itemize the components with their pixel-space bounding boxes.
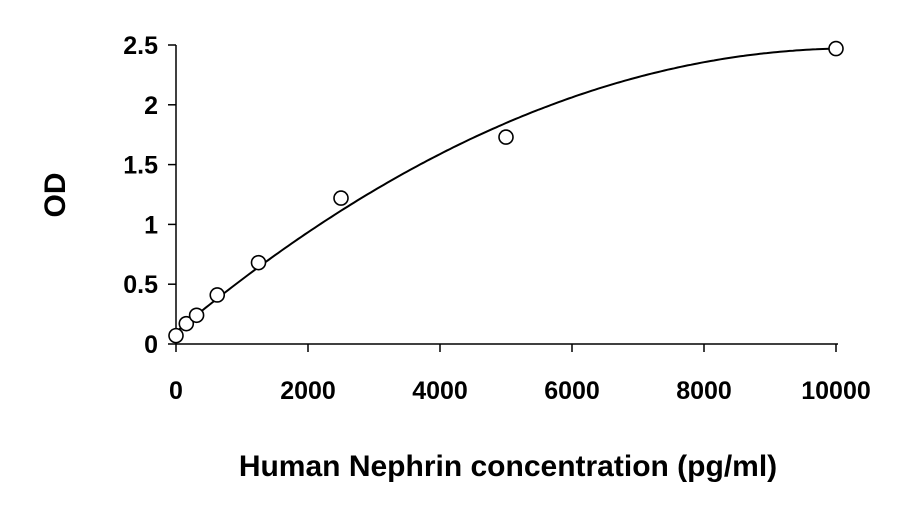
x-tick-label: 4000 bbox=[412, 377, 468, 405]
x-tick-label: 2000 bbox=[280, 377, 336, 405]
fit-curve bbox=[175, 47, 837, 333]
axes: 0 2000 4000 6000 8000 10000 0 0.5 1 1.5 2 2.5 bbox=[123, 32, 871, 405]
x-tick-label: 10000 bbox=[801, 377, 871, 405]
y-tick-label: 0.5 bbox=[123, 271, 158, 299]
y-tick-label: 1.5 bbox=[123, 152, 158, 180]
x-ticks: 0 2000 4000 6000 8000 10000 bbox=[169, 344, 871, 405]
data-points bbox=[168, 40, 844, 344]
x-axis-title: Human Nephrin concentration (pg/ml) bbox=[239, 450, 777, 483]
data-point bbox=[333, 190, 349, 206]
data-point bbox=[168, 327, 184, 344]
data-point bbox=[188, 307, 205, 324]
data-point bbox=[498, 129, 514, 145]
y-tick-label: 2 bbox=[144, 92, 158, 120]
y-tick-label: 1 bbox=[144, 211, 158, 239]
x-tick-label: 0 bbox=[169, 377, 183, 405]
y-tick-label: 2.5 bbox=[123, 32, 158, 60]
x-tick-label: 6000 bbox=[544, 377, 600, 405]
x-tick-label: 8000 bbox=[676, 377, 732, 405]
data-point bbox=[178, 315, 195, 332]
data-point bbox=[250, 254, 267, 271]
data-point bbox=[828, 40, 844, 57]
y-axis-title: OD bbox=[39, 173, 72, 218]
data-point bbox=[209, 287, 226, 303]
y-ticks: 0 0.5 1 1.5 2 2.5 bbox=[123, 32, 176, 359]
y-tick-label: 0 bbox=[144, 331, 158, 359]
